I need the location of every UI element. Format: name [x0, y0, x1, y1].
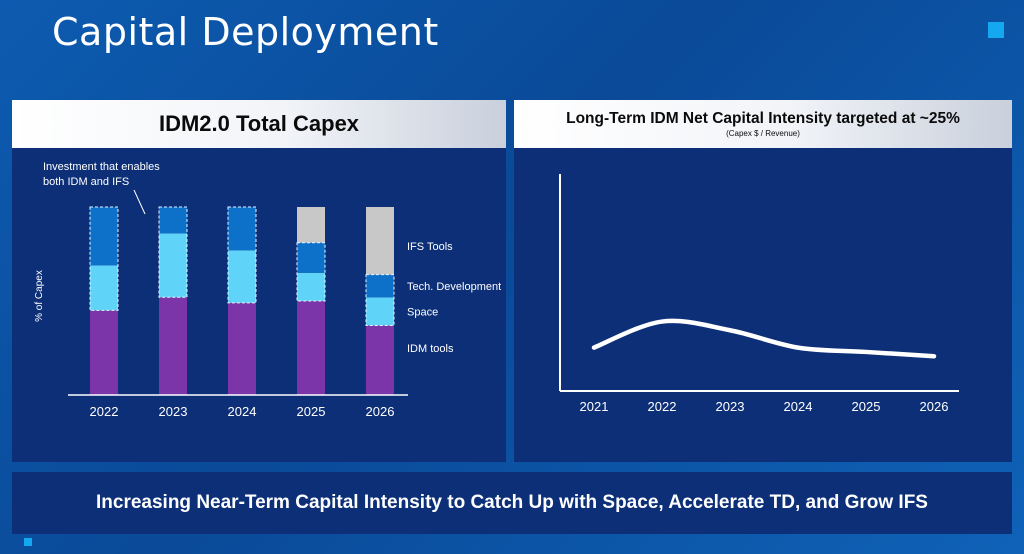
y-axis-label: % of Capex — [34, 270, 45, 322]
capex-stacked-bar-chart: % of Capex Investment that enables both … — [34, 161, 501, 419]
capital-intensity-panel: Long-Term IDM Net Capital Intensity targ… — [514, 100, 1012, 462]
x-tick-label-2024: 2024 — [228, 404, 257, 419]
legend-label-space: Space — [407, 306, 438, 318]
dashed-outline-2025 — [296, 242, 326, 302]
corner-accent-square — [988, 22, 1004, 38]
dashed-outline-2026 — [365, 274, 395, 326]
capex-panel-title: IDM2.0 Total Capex — [158, 111, 360, 136]
capital-intensity-title: Long-Term IDM Net Capital Intensity targ… — [566, 110, 960, 127]
legend-label-idm-tools: IDM tools — [407, 343, 454, 355]
dashed-outline-2023 — [158, 206, 188, 298]
legend-label-ifs-tools: IFS Tools — [407, 241, 453, 253]
bar-segment-space-2024 — [228, 250, 256, 303]
bar-segment-space-2023 — [159, 233, 187, 298]
x-tick-label-2023: 2023 — [716, 399, 745, 414]
x-tick-label-2026: 2026 — [920, 399, 949, 414]
capital-intensity-subtitle: (Capex $ / Revenue) — [726, 129, 800, 138]
capex-panel: IDM2.0 Total Capex % of Capex Investment… — [12, 100, 506, 462]
page-title: Capital Deployment — [52, 10, 439, 54]
corner-accent-square-small — [24, 538, 32, 546]
x-tick-label-2024: 2024 — [784, 399, 813, 414]
bar-segment-ifs-tools-2026 — [366, 207, 394, 275]
bar-segment-space-2026 — [366, 297, 394, 326]
capital-intensity-trend-line — [591, 318, 937, 359]
bar-segment-tech-development-2023 — [159, 207, 187, 234]
x-tick-label-2021: 2021 — [580, 399, 609, 414]
capital-intensity-panel-header: Long-Term IDM Net Capital Intensity targ… — [514, 100, 1012, 148]
bar-segment-tech-development-2025 — [297, 242, 325, 273]
annotation-line-2: both IDM and IFS — [43, 176, 129, 188]
x-tick-label-2022: 2022 — [90, 404, 119, 419]
bar-segment-idm-tools-2026 — [366, 325, 394, 395]
bar-segment-idm-tools-2025 — [297, 301, 325, 395]
capex-panel-header: IDM2.0 Total Capex — [12, 100, 506, 148]
bar-segment-tech-development-2026 — [366, 274, 394, 298]
dashed-outline-2022 — [89, 206, 119, 311]
annotation-pointer — [133, 189, 146, 215]
x-tick-label-2025: 2025 — [297, 404, 326, 419]
dashed-outline-2024 — [227, 206, 257, 304]
x-tick-label-2023: 2023 — [159, 404, 188, 419]
bar-segment-tech-development-2022 — [90, 207, 118, 266]
bar-segment-idm-tools-2022 — [90, 310, 118, 395]
bar-segment-tech-development-2024 — [228, 207, 256, 251]
legend-label-tech-development: Tech. Development — [407, 281, 501, 293]
bar-segment-ifs-tools-2025 — [297, 207, 325, 243]
footer-banner: Increasing Near-Term Capital Intensity t… — [12, 472, 1012, 534]
bar-segment-idm-tools-2023 — [159, 297, 187, 395]
capital-intensity-line-chart: 2021 2022 2023 2024 2025 2026 — [559, 174, 959, 414]
bar-segment-idm-tools-2024 — [228, 302, 256, 395]
annotation-line-1: Investment that enables — [43, 161, 160, 173]
x-tick-label-2022: 2022 — [648, 399, 677, 414]
x-tick-label-2026: 2026 — [366, 404, 395, 419]
bar-segment-space-2022 — [90, 265, 118, 311]
x-tick-label-2025: 2025 — [852, 399, 881, 414]
bar-segment-space-2025 — [297, 272, 325, 301]
